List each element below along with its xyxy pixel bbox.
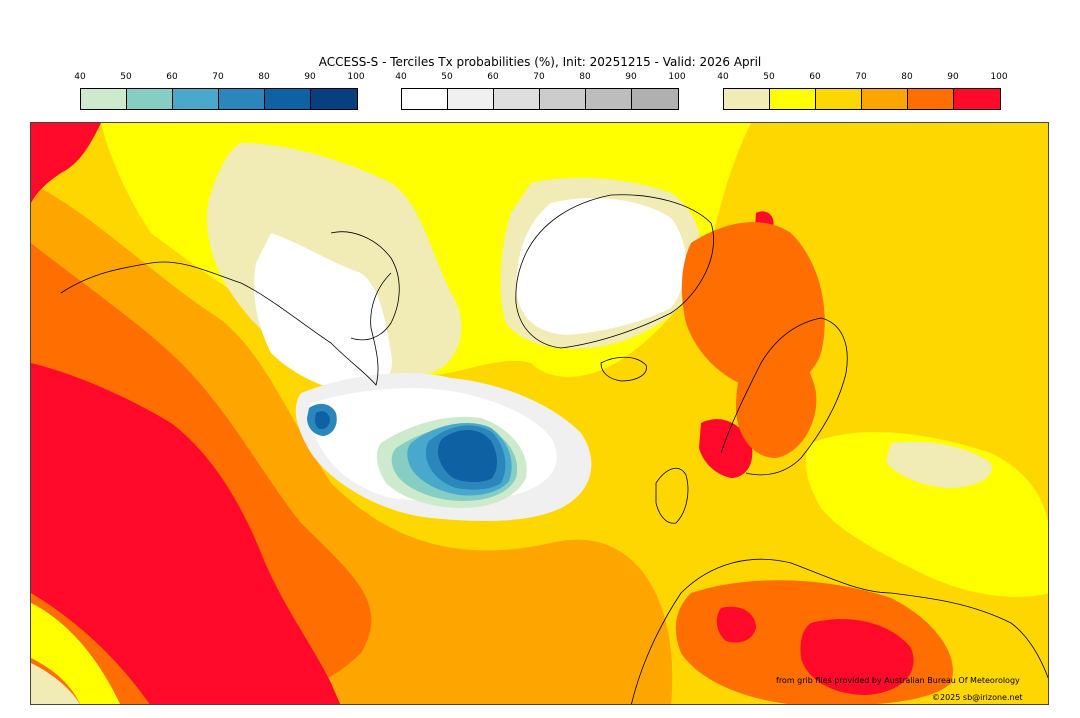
- colorbar-swatches: [80, 88, 358, 110]
- coastline-baffin: [330, 231, 400, 341]
- colorbar-swatch: [81, 89, 127, 109]
- copyright-credit: ©2025 sb@irizone.net: [932, 693, 1023, 702]
- colorbar-tick: 60: [166, 72, 178, 82]
- data-source-credit: from grib files provided by Australian B…: [776, 676, 1020, 685]
- map-canvas: [31, 123, 1048, 704]
- colorbar-tick: 70: [855, 72, 867, 82]
- field-darkblue: [438, 430, 497, 482]
- field-red-mediterranean-west: [716, 606, 756, 643]
- colorbar-swatch: [724, 89, 770, 109]
- colorbar-swatch: [770, 89, 816, 109]
- colorbar-swatch: [816, 89, 862, 109]
- field-lightyellow-east-europe: [886, 441, 992, 488]
- colorbar-tick: 60: [809, 72, 821, 82]
- field-yellow-corner: [31, 603, 121, 704]
- field-red-northwest: [31, 123, 101, 203]
- colorbar-swatch: [494, 89, 540, 109]
- field-lightyellow-corner: [31, 663, 80, 704]
- colorbar-tick: 50: [120, 72, 132, 82]
- colorbar-tick: 40: [74, 72, 86, 82]
- colorbar-tick: 40: [395, 72, 407, 82]
- field-white-arctic: [254, 233, 392, 393]
- coastline-iceland: [600, 356, 647, 382]
- colorbar-swatch: [632, 89, 678, 109]
- field-red-mediterranean: [800, 619, 914, 695]
- colorbar-swatch: [173, 89, 219, 109]
- colorbar-swatch: [127, 89, 173, 109]
- coastline-europe: [631, 558, 1048, 704]
- field-darkorange-sweden: [736, 342, 817, 458]
- field-smallblue-core: [315, 411, 330, 430]
- field-white-greenland: [516, 198, 686, 335]
- colorbar-swatch: [219, 89, 265, 109]
- coastlines: [60, 194, 1048, 704]
- colorbar-swatches: [723, 88, 1001, 110]
- colorbar-swatches: [401, 88, 679, 110]
- colorbar-tick: 80: [901, 72, 913, 82]
- colorbar-swatch: [311, 89, 357, 109]
- colorbar-tick: 100: [990, 72, 1008, 82]
- colorbar-tick: 60: [487, 72, 499, 82]
- colorbar-swatch: [586, 89, 632, 109]
- colorbar-tick: 50: [763, 72, 775, 82]
- colorbar-tick: 50: [441, 72, 453, 82]
- probability-map: [30, 122, 1049, 705]
- colorbar-swatch: [908, 89, 954, 109]
- colorbar-tick: 90: [304, 72, 316, 82]
- colorbar-tick: 80: [258, 72, 270, 82]
- coastline-greenland: [515, 194, 714, 349]
- colorbar-swatch: [954, 89, 1000, 109]
- colorbar-tick: 100: [668, 72, 686, 82]
- colorbar-swatch: [265, 89, 311, 109]
- coastline-uk: [655, 467, 689, 524]
- colorbar-tick: 100: [347, 72, 365, 82]
- colorbar-tick: 90: [947, 72, 959, 82]
- map-title: ACCESS-S - Terciles Tx probabilities (%)…: [318, 55, 762, 69]
- colorbar-tick: 90: [625, 72, 637, 82]
- coastline-canada: [60, 261, 392, 386]
- coastline-scandinavia: [720, 317, 848, 476]
- field-red-atlantic: [31, 363, 341, 704]
- colorbar-tick: 70: [212, 72, 224, 82]
- colorbar-tick: 70: [533, 72, 545, 82]
- colorbar-tick: 80: [579, 72, 591, 82]
- colorbar-swatch: [540, 89, 586, 109]
- colorbar-swatch: [448, 89, 494, 109]
- field-darkorange-norwegian-sea: [681, 222, 825, 390]
- colorbar-swatch: [402, 89, 448, 109]
- colorbar-tick: 40: [717, 72, 729, 82]
- field-red-scandinavia: [699, 419, 753, 478]
- colorbar-swatch: [862, 89, 908, 109]
